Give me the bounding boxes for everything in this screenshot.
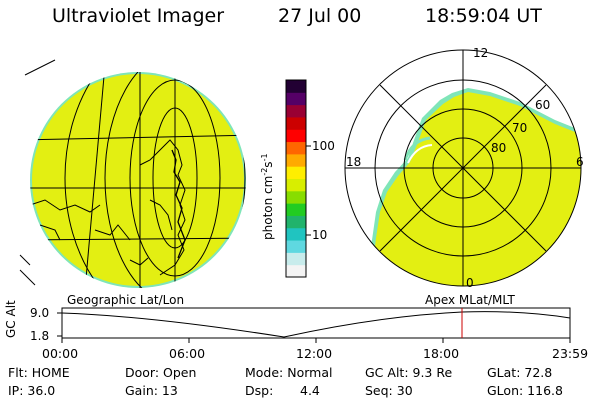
geographic-label: Geographic Lat/Lon [67,293,185,307]
ip-value: IP: 36.0 [8,383,56,398]
colorbar-segment [286,129,306,143]
time-tick-1200: 12:00 [296,346,333,361]
colorbar-segment [286,92,306,106]
seq-value: Seq: 30 [365,383,413,398]
date-readout: 27 Jul 00 [278,5,362,27]
time-tick-1800: 18:00 [423,346,460,361]
altitude-min-label: 1.8 [30,329,50,343]
colorbar-segment [286,153,306,167]
glon-value: GLon: 116.8 [487,383,563,398]
mode-status: Mode: Normal [245,365,333,380]
colorbar-segment [286,116,306,130]
mlat-label-70: 70 [512,121,528,135]
flight-status: Flt: HOME [8,365,70,380]
apex-polar-plot [344,49,582,287]
colorbar-segment [286,240,306,253]
gc-alt-value: GC Alt: 9.3 Re [365,365,453,380]
altitude-max-label: 9.0 [30,306,50,320]
time-tick-2359: 23:59 [552,346,589,361]
color-scale-bar [286,80,306,278]
altitude-axis-label: GC Alt [4,300,18,338]
colorbar-segment [286,264,306,278]
dsp-label: Dsp: [245,383,274,398]
colorbar-unit-label: photon cm-2s-1 [260,153,275,240]
mlt-label-0: 0 [466,276,474,290]
altitude-curve [61,311,571,338]
colorbar-tick-10: 10 [312,228,328,242]
mlt-label-18: 18 [346,155,362,169]
mlat-label-60: 60 [535,98,551,112]
colorbar-segment [286,178,306,192]
gain-value: Gain: 13 [125,383,178,398]
time-readout: 18:59:04 UT [425,5,542,27]
time-tick-0600: 06:00 [169,346,206,361]
colorbar-segment [286,166,306,179]
colorbar-segment [286,141,306,155]
colorbar-segment [286,252,306,266]
door-status: Door: Open [125,365,197,380]
glat-value: GLat: 72.8 [487,365,553,380]
app-title: Ultraviolet Imager [52,5,225,27]
colorbar-segment [286,227,306,241]
colorbar-tick-100: 100 [312,139,335,153]
colorbar-segment [286,80,306,93]
mlt-label-12: 12 [473,46,489,60]
altitude-timeline-plot [57,307,571,343]
mlat-label-80: 80 [491,141,507,155]
geographic-globe [19,59,246,288]
colorbar-segment [286,215,306,229]
apex-label: Apex MLat/MLT [425,293,515,307]
colorbar-segment [286,190,306,204]
mlt-label-6: 6 [576,155,584,169]
colorbar-segment [286,104,306,118]
dsp-value: 4.4 [300,383,320,398]
time-tick-0000: 00:00 [42,346,79,361]
colorbar-segment [286,203,306,216]
